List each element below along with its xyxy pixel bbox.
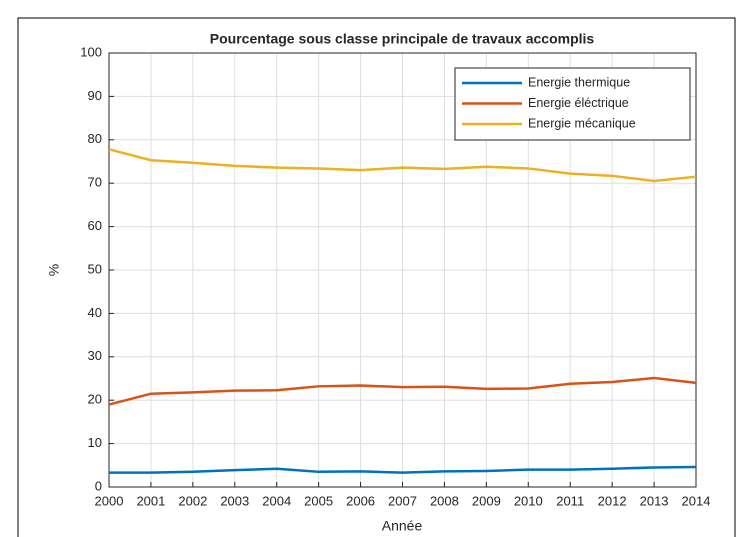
x-tick-label: 2013 xyxy=(640,493,669,508)
x-tick-label: 2012 xyxy=(598,493,627,508)
x-tick-label: 2009 xyxy=(472,493,501,508)
legend-label: Energie mécanique xyxy=(528,116,636,130)
y-tick-label: 80 xyxy=(88,131,102,146)
plot-box xyxy=(108,52,697,488)
x-tick-label: 2011 xyxy=(556,493,584,508)
y-tick-label: 100 xyxy=(80,44,102,59)
legend-label: Energie thermique xyxy=(528,75,630,89)
y-tick-label: 30 xyxy=(88,348,102,363)
x-tick-label: 2008 xyxy=(430,493,459,508)
chart-title: Pourcentage sous classe principale de tr… xyxy=(210,31,595,47)
x-tick-label: 2003 xyxy=(220,493,249,508)
y-tick-label: 40 xyxy=(88,305,102,320)
legend-label: Energie éléctrique xyxy=(528,96,629,110)
x-tick-label: 2000 xyxy=(95,493,124,508)
y-tick-label: 60 xyxy=(88,218,102,233)
line xyxy=(108,376,697,406)
y-tick-label: 70 xyxy=(88,175,102,190)
y-tick-label: 10 xyxy=(88,435,102,450)
line xyxy=(108,148,697,183)
x-tick-label: 2005 xyxy=(304,493,333,508)
y-tick-label: 0 xyxy=(95,478,102,493)
y-tick-label: 20 xyxy=(88,392,102,407)
x-tick-label: 2006 xyxy=(346,493,375,508)
y-tick-label: 90 xyxy=(88,88,102,103)
x-tick-label: 2004 xyxy=(262,493,291,508)
y-tick-label: 50 xyxy=(88,261,102,276)
x-tick-label: 2010 xyxy=(514,493,543,508)
line xyxy=(109,465,697,474)
x-tick-label: 2001 xyxy=(136,493,165,508)
y-axis-label: % xyxy=(46,264,62,276)
x-tick-label: 2002 xyxy=(178,493,207,508)
x-tick-label: 2007 xyxy=(388,493,417,508)
x-axis-label: Année xyxy=(382,518,423,534)
x-tick-label: 2014 xyxy=(682,493,711,508)
